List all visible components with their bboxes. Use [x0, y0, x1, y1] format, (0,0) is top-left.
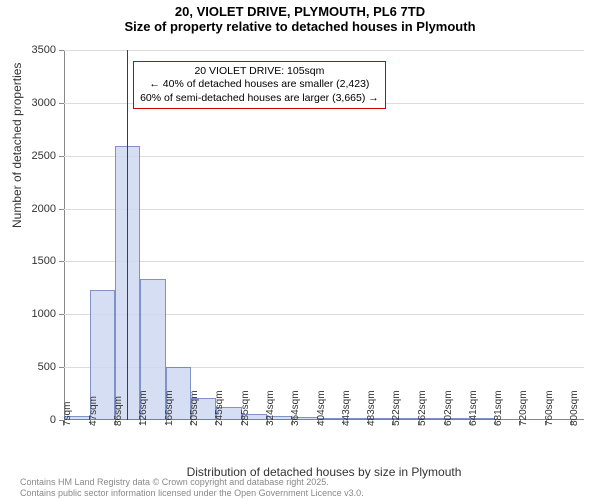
y-axis-line	[64, 50, 65, 420]
xtick-label: 86sqm	[113, 396, 124, 426]
gridline-h	[64, 209, 584, 210]
ytick-mark	[59, 261, 64, 262]
ytick-label: 1500	[32, 255, 56, 267]
xtick-label: 126sqm	[138, 390, 149, 426]
xtick-label: 602sqm	[443, 390, 454, 426]
y-axis-label: Number of detached properties	[10, 63, 24, 228]
xtick-label: 47sqm	[88, 396, 99, 426]
ytick-label: 3500	[32, 44, 56, 56]
footer-line2: Contains public sector information licen…	[20, 488, 364, 498]
gridline-h	[64, 156, 584, 157]
footer-attribution: Contains HM Land Registry data © Crown c…	[20, 477, 364, 498]
xtick-label: 800sqm	[569, 390, 580, 426]
xtick-label: 483sqm	[366, 390, 377, 426]
gridline-h	[64, 261, 584, 262]
annotation-line2: ← 40% of detached houses are smaller (2,…	[140, 78, 379, 92]
plot-area: 05001000150020002500300035007sqm47sqm86s…	[64, 50, 584, 420]
chart-container: 20, VIOLET DRIVE, PLYMOUTH, PL6 7TD Size…	[0, 0, 600, 500]
xtick-label: 443sqm	[341, 390, 352, 426]
xtick-label: 205sqm	[189, 390, 200, 426]
xtick-label: 681sqm	[493, 390, 504, 426]
ytick-mark	[59, 209, 64, 210]
annotation-box: 20 VIOLET DRIVE: 105sqm← 40% of detached…	[133, 61, 386, 110]
title-line1: 20, VIOLET DRIVE, PLYMOUTH, PL6 7TD	[0, 4, 600, 19]
ytick-mark	[59, 50, 64, 51]
ytick-label: 1000	[32, 308, 56, 320]
xtick-label: 324sqm	[265, 390, 276, 426]
xtick-label: 641sqm	[468, 390, 479, 426]
xtick-label: 404sqm	[316, 390, 327, 426]
ytick-mark	[59, 156, 64, 157]
ytick-label: 3000	[32, 97, 56, 109]
annotation-line1: 20 VIOLET DRIVE: 105sqm	[140, 65, 379, 79]
xtick-label: 7sqm	[62, 402, 73, 426]
xtick-label: 285sqm	[240, 390, 251, 426]
xtick-label: 720sqm	[518, 390, 529, 426]
property-marker-line	[127, 50, 128, 420]
gridline-h	[64, 50, 584, 51]
xtick-label: 522sqm	[391, 390, 402, 426]
xtick-label: 760sqm	[544, 390, 555, 426]
ytick-mark	[59, 103, 64, 104]
title-line2: Size of property relative to detached ho…	[0, 19, 600, 34]
ytick-mark	[59, 314, 64, 315]
ytick-label: 2000	[32, 203, 56, 215]
xtick-label: 245sqm	[214, 390, 225, 426]
xtick-label: 364sqm	[290, 390, 301, 426]
ytick-label: 0	[50, 414, 56, 426]
annotation-line3: 60% of semi-detached houses are larger (…	[140, 92, 379, 106]
title-block: 20, VIOLET DRIVE, PLYMOUTH, PL6 7TD Size…	[0, 4, 600, 34]
ytick-label: 2500	[32, 150, 56, 162]
ytick-label: 500	[38, 361, 56, 373]
ytick-mark	[59, 367, 64, 368]
footer-line1: Contains HM Land Registry data © Crown c…	[20, 477, 364, 487]
xtick-label: 166sqm	[164, 390, 175, 426]
xtick-label: 562sqm	[417, 390, 428, 426]
